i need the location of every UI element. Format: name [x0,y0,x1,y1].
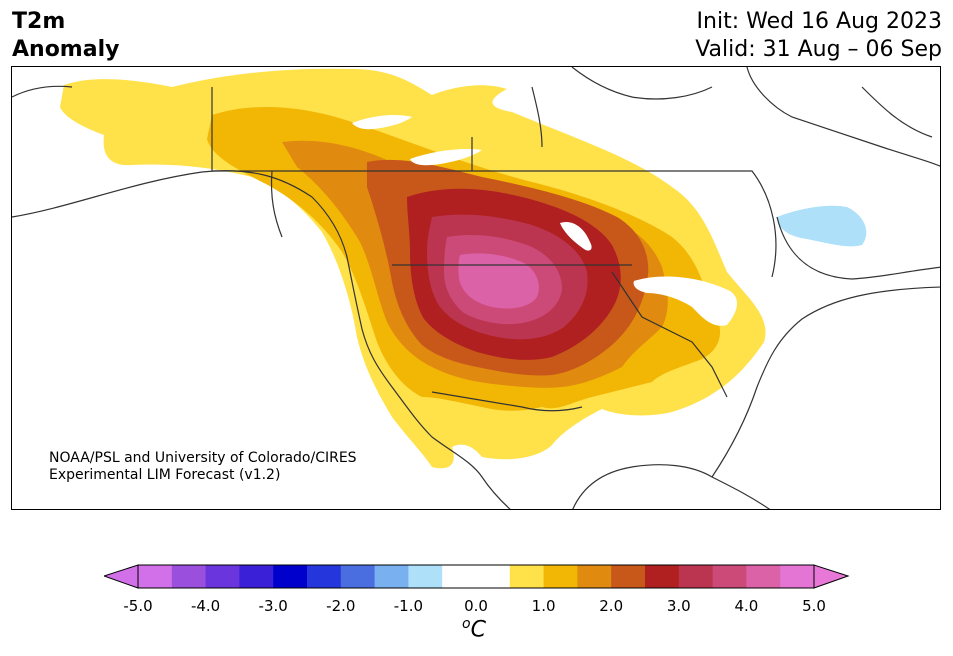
init-date: Init: Wed 16 Aug 2023 [696,9,942,34]
colorbar-segment [408,565,443,588]
colorbar-tick-labels: -5.0 -4.0 -3.0 -2.0 -1.0 0.0 1.0 2.0 3.0 4.0 5.0 [0,597,953,617]
colorbar-tick-label: -3.0 [258,597,288,615]
lake-winnipeg [560,221,592,251]
colorbar-tick-label: 4.0 [734,597,759,615]
coastlines-and-borders [12,67,940,509]
colorbar-segment [509,565,545,588]
colorbar-segment [645,565,680,588]
colorbar-segment [476,565,511,588]
colorbar-segment [442,565,477,588]
title-line-1: T2m [12,9,66,34]
map-title: T2m Anomaly [12,8,119,64]
great-lakes [633,276,738,326]
colorbar-outline [137,564,815,589]
map-svg [12,67,940,509]
colorbar-segment [273,565,308,588]
great-slave-lake [352,115,412,130]
colorbar [104,564,850,589]
anomaly-contour-minus-0-5 [777,205,867,247]
colorbar-segment [138,565,173,588]
forecast-dates: Init: Wed 16 Aug 2023 Valid: 31 Aug – 06… [695,8,942,64]
colorbar-over-arrow [813,564,850,589]
colorbar-segment [611,565,646,588]
unit-label: oC [462,616,486,642]
colorbar-tick-label: -2.0 [326,597,356,615]
colorbar-segments [138,565,815,588]
valid-dates: Valid: 31 Aug – 06 Sep [695,37,942,62]
credit-line-1: NOAA/PSL and University of Colorado/CIRE… [49,450,357,466]
credit-line-2: Experimental LIM Forecast (v1.2) [49,467,281,483]
colorbar-segment [780,565,815,588]
colorbar-segment [712,565,747,588]
colorbar-segment [205,565,240,588]
colorbar-tick-label: -1.0 [393,597,424,615]
title-line-2: Anomaly [12,37,120,62]
anomaly-map [11,66,941,510]
colorbar-under-arrow [104,564,139,589]
unit-degree-symbol: o [462,616,471,632]
colorbar-segment [239,565,274,588]
colorbar-tick-label: -5.0 [123,597,153,615]
colorbar-tick-label: 1.0 [531,597,556,615]
colorbar-tick-label: 5.0 [802,597,826,615]
colorbar-segment [678,565,714,588]
colorbar-segment [307,565,342,588]
colorbar-segment [543,565,578,588]
colorbar-segment [374,565,409,588]
colorbar-segment [340,565,376,588]
colorbar-segment [171,565,207,588]
colorbar-segment [746,565,781,588]
colorbar-tick-label: 0.0 [464,597,488,615]
anomaly-contour-4-0 [458,253,539,309]
credit-text: NOAA/PSL and University of Colorado/CIRE… [49,450,357,484]
unit-letter: C [470,617,486,643]
colorbar-tick-label: 3.0 [666,597,691,615]
colorbar-tick-label: 2.0 [599,597,624,615]
colorbar-tick-label: -4.0 [190,597,221,615]
lake-athabasca [410,149,482,166]
colorbar-segment [577,565,612,588]
